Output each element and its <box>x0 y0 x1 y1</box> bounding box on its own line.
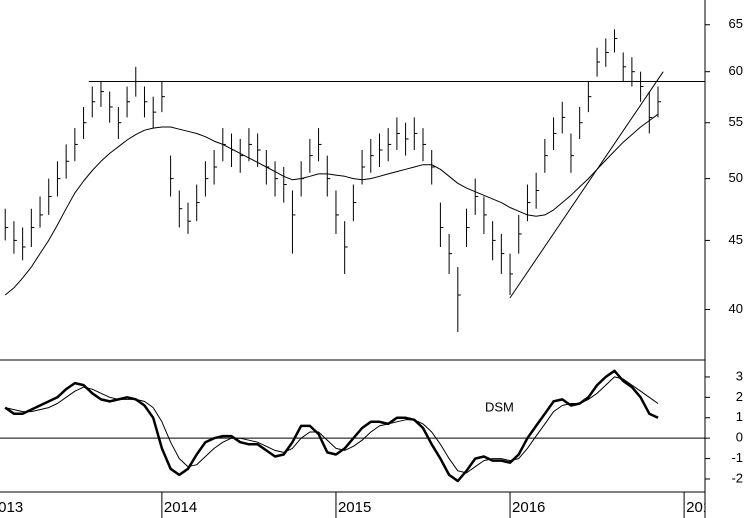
x-tick-label: 2015 <box>338 499 371 516</box>
x-tick-label: 2016 <box>512 499 545 516</box>
y-tick-label: 1 <box>736 409 743 424</box>
y-tick-label: -2 <box>731 470 743 485</box>
y-tick-label: 40 <box>729 301 743 316</box>
trend-line <box>509 71 664 299</box>
indicator-label: DSM <box>485 399 514 414</box>
y-tick-label: 2 <box>736 389 743 404</box>
indicator-line <box>5 376 659 474</box>
y-tick-label: 50 <box>729 170 743 185</box>
y-tick-label: -1 <box>731 450 743 465</box>
y-tick-label: 0 <box>736 430 743 445</box>
y-tick-label: 65 <box>729 16 743 31</box>
y-tick-label: 45 <box>729 232 743 247</box>
x-tick-label: 2014 <box>164 499 197 516</box>
y-tick-label: 3 <box>736 368 743 383</box>
moving-average <box>4 113 659 296</box>
indicator-line <box>4 369 659 483</box>
x-tick-label: 2017 <box>686 499 719 516</box>
y-tick-label: 60 <box>729 63 743 78</box>
y-tick-label: 55 <box>729 114 743 129</box>
